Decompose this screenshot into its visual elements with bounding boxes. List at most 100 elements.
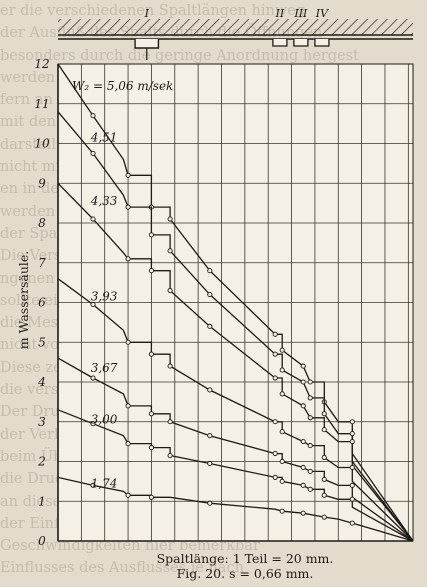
data-point bbox=[300, 510, 306, 516]
data-point bbox=[167, 288, 173, 294]
data-point bbox=[321, 427, 327, 433]
figure-caption: Spaltlänge: 1 Teil = 20 mm. Fig. 20. s =… bbox=[60, 551, 427, 581]
y-tick-label: 6 bbox=[38, 296, 46, 310]
data-point bbox=[90, 421, 96, 427]
data-point bbox=[307, 379, 313, 385]
data-point bbox=[125, 339, 131, 345]
y-tick-label: 10 bbox=[34, 137, 50, 151]
series-line bbox=[57, 278, 414, 542]
data-point bbox=[90, 375, 96, 381]
series-line bbox=[57, 63, 414, 542]
caption-figure-number: Fig. 20. s = 0,66 mm. bbox=[176, 566, 314, 581]
spalt-label: II bbox=[275, 7, 285, 20]
y-tick-label: 3 bbox=[38, 415, 46, 429]
y-tick-label: 4 bbox=[37, 375, 46, 389]
y-tick-label: 0 bbox=[38, 534, 46, 548]
plot-border bbox=[57, 63, 414, 542]
data-point bbox=[90, 482, 96, 488]
data-point bbox=[279, 429, 285, 435]
data-point bbox=[125, 256, 131, 262]
y-tick-label: 9 bbox=[38, 176, 46, 190]
data-point bbox=[300, 363, 306, 369]
background-text-line: Geschwindigkeiten hier bemerkbar bbox=[0, 538, 260, 555]
data-point bbox=[307, 468, 313, 474]
data-point bbox=[272, 351, 278, 357]
data-point bbox=[279, 478, 285, 484]
data-point bbox=[148, 494, 154, 500]
data-point bbox=[90, 301, 96, 308]
data-point bbox=[125, 441, 131, 447]
series-line bbox=[57, 111, 414, 542]
spalt-schematic: I II III IV bbox=[58, 7, 413, 60]
data-point bbox=[321, 454, 327, 461]
data-point bbox=[321, 514, 327, 520]
y-axis-label: m Wassersäule. bbox=[16, 251, 31, 350]
chamber-I bbox=[134, 39, 160, 49]
data-point bbox=[90, 113, 96, 119]
spalt-label: III bbox=[293, 7, 308, 20]
wall-hatch bbox=[58, 19, 413, 35]
data-point bbox=[125, 204, 131, 210]
data-point bbox=[207, 387, 213, 393]
data-point bbox=[279, 347, 285, 353]
data-point bbox=[307, 486, 313, 492]
data-point bbox=[272, 331, 278, 337]
data-point bbox=[349, 419, 355, 425]
data-point bbox=[207, 323, 213, 329]
data-point bbox=[279, 391, 285, 397]
data-point bbox=[300, 379, 306, 385]
data-point bbox=[349, 482, 355, 488]
chart-grid bbox=[58, 63, 413, 541]
data-point bbox=[300, 403, 306, 409]
data-point bbox=[349, 464, 355, 471]
data-point bbox=[207, 433, 213, 439]
series-label: 3,00 bbox=[91, 413, 118, 427]
data-point bbox=[167, 248, 173, 254]
data-point bbox=[207, 291, 213, 298]
data-point bbox=[167, 363, 173, 369]
chart-series bbox=[57, 63, 414, 542]
data-point bbox=[148, 268, 154, 274]
y-tick-label: 11 bbox=[34, 97, 49, 111]
y-tick-label: 7 bbox=[38, 256, 46, 270]
series-line bbox=[57, 182, 414, 542]
data-point bbox=[349, 439, 355, 445]
data-point bbox=[148, 411, 154, 417]
chamber-small bbox=[293, 39, 309, 47]
data-point bbox=[307, 395, 313, 401]
data-point bbox=[125, 492, 131, 498]
data-point bbox=[279, 508, 285, 514]
chamber-small bbox=[314, 39, 330, 47]
spalt-label: IV bbox=[315, 7, 329, 20]
data-point bbox=[349, 431, 355, 437]
chamber-small bbox=[272, 39, 288, 47]
data-point bbox=[125, 172, 131, 178]
y-tick-label: 5 bbox=[38, 335, 46, 349]
background-text-line: Einflusses des Ausflusses je nach bbox=[0, 560, 244, 577]
data-point bbox=[279, 367, 285, 373]
data-point bbox=[307, 415, 313, 421]
data-point bbox=[167, 452, 173, 459]
data-point bbox=[307, 443, 313, 449]
data-point bbox=[321, 476, 327, 482]
y-tick-label: 2 bbox=[37, 455, 46, 469]
data-point bbox=[207, 268, 213, 274]
data-point bbox=[300, 482, 306, 488]
background-text-line: besonders durch die geringe Anordnung he… bbox=[0, 47, 359, 64]
data-point bbox=[272, 375, 278, 381]
data-point bbox=[321, 492, 327, 498]
data-point bbox=[167, 216, 173, 222]
data-point bbox=[279, 458, 285, 465]
data-point bbox=[272, 419, 278, 425]
data-point bbox=[90, 216, 96, 222]
spalt-label: I bbox=[144, 7, 150, 20]
y-tick-label: 1 bbox=[38, 494, 46, 508]
data-point bbox=[300, 464, 306, 471]
series-label: W₂ = 5,06 m/sek bbox=[72, 79, 173, 93]
data-point bbox=[148, 351, 154, 357]
data-point bbox=[90, 150, 96, 156]
data-point bbox=[272, 450, 278, 457]
data-point bbox=[207, 500, 213, 506]
